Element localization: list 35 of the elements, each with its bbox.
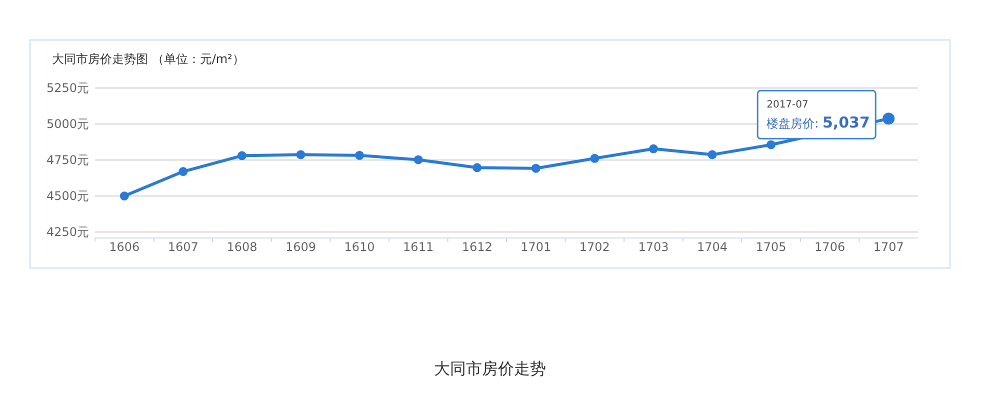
x-tick-label: 1703 — [638, 240, 669, 254]
x-tick-label: 1610 — [344, 240, 375, 254]
x-tick-label: 1606 — [109, 240, 140, 254]
point — [766, 140, 776, 150]
annotation: 楼盘房价: 5,037 — [766, 114, 870, 132]
x-tick-label: 1611 — [403, 240, 434, 254]
y-tick-label: 5000元 — [46, 117, 89, 131]
point — [120, 192, 129, 200]
point — [472, 163, 482, 172]
x-tick-label: 1701 — [520, 240, 552, 254]
x-tick-label: 1612 — [462, 240, 492, 254]
point — [708, 150, 717, 160]
y-tick-label: 4500元 — [46, 189, 89, 203]
x-tick-label: 1706 — [814, 240, 846, 254]
x-tick-label: 1702 — [579, 240, 610, 254]
point — [296, 150, 306, 160]
chart-title: 大同市房价走势图 （单位：元/m²） — [52, 52, 244, 66]
x-tick-label: 1608 — [226, 240, 258, 254]
point — [414, 155, 423, 164]
y-tick-label: 4250元 — [46, 225, 89, 239]
point — [355, 150, 364, 160]
point — [178, 167, 188, 176]
y-tick-label: 5250元 — [46, 81, 89, 95]
y-tick-label: 4750元 — [46, 153, 89, 167]
text: 大同市房价走势 — [434, 359, 546, 378]
x-tick-label: 1705 — [756, 240, 786, 254]
x-tick-label: 1704 — [696, 240, 728, 254]
point — [237, 151, 246, 160]
point — [531, 164, 540, 173]
point — [590, 154, 600, 163]
x-tick-label: 1609 — [285, 240, 316, 254]
annotation: 2017-07 — [766, 100, 808, 111]
x-tick-label: 1707 — [873, 240, 904, 254]
x-tick-label: 1607 — [168, 240, 198, 254]
point — [648, 144, 658, 154]
